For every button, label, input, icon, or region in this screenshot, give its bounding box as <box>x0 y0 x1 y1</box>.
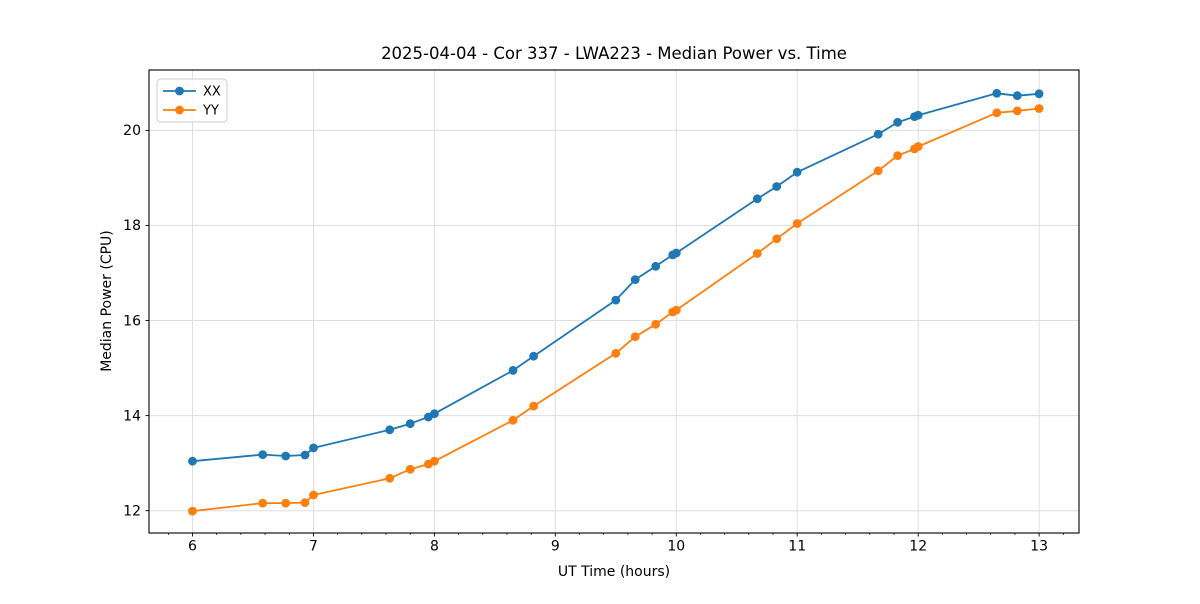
series-XX-marker <box>671 248 681 258</box>
series-XX-marker <box>752 194 762 204</box>
series-YY-marker <box>430 456 439 466</box>
series-XX-marker <box>405 419 415 429</box>
x-tick-label: 7 <box>309 539 318 555</box>
grid <box>149 70 1079 533</box>
series-YY <box>188 104 1044 516</box>
series-XX-marker <box>611 295 621 305</box>
series-XX-marker <box>508 366 518 375</box>
y-tick-label: 18 <box>123 218 141 234</box>
legend-entry-YY: YY <box>163 104 219 119</box>
chart-title: 2025-04-04 - Cor 337 - LWA223 - Median P… <box>381 44 847 63</box>
series-XX-marker <box>1012 91 1022 101</box>
x-tick-label: 6 <box>188 539 197 555</box>
series-XX-marker <box>630 275 640 284</box>
legend: XX YY <box>156 78 228 123</box>
series-XX-marker <box>430 409 439 419</box>
x-axis-label: UT Time (hours) <box>558 564 670 580</box>
series-YY-marker <box>258 498 268 508</box>
y-tick-label: 14 <box>123 408 141 424</box>
series-YY-marker <box>772 234 782 244</box>
series-YY-marker <box>385 473 395 483</box>
series-YY-marker <box>281 498 291 508</box>
legend-box <box>156 78 228 123</box>
y-tick-label: 16 <box>123 313 141 329</box>
series-XX-marker <box>258 450 268 459</box>
x-tick-label: 9 <box>551 539 560 555</box>
series-YY-marker <box>300 498 310 507</box>
series-YY-marker <box>873 166 883 176</box>
y-tick-label: 12 <box>123 504 141 520</box>
series-YY-marker <box>309 490 318 500</box>
series-YY-marker <box>508 415 518 425</box>
series-YY-marker <box>405 464 415 474</box>
series-YY-marker <box>913 142 923 151</box>
series-XX-marker <box>188 456 197 466</box>
series-XX-marker <box>281 451 291 461</box>
series <box>188 88 1044 516</box>
series-YY-marker <box>611 348 621 358</box>
legend-label: XX <box>203 85 221 100</box>
series-YY-marker <box>630 332 640 342</box>
series-XX-marker <box>913 110 923 120</box>
series-XX <box>188 88 1044 466</box>
legend-label: YY <box>202 104 219 119</box>
legend-entry-XX: XX <box>163 85 221 100</box>
legend-marker <box>175 86 184 96</box>
series-XX-marker <box>385 425 395 435</box>
series-XX-marker <box>893 117 902 127</box>
y-tick-label: 20 <box>123 123 141 139</box>
series-YY-marker <box>651 319 661 329</box>
series-YY-marker <box>1034 104 1044 113</box>
series-XX-marker <box>529 351 538 361</box>
y-axis-label: Median Power (CPU) <box>99 230 115 372</box>
series-YY-marker <box>188 506 197 516</box>
series-XX-marker <box>1034 89 1044 99</box>
series-XX-marker <box>772 182 782 191</box>
series-YY-marker <box>992 108 1002 118</box>
series-YY-marker <box>893 151 902 161</box>
plot-border <box>148 69 1080 534</box>
series-YY-marker <box>752 249 762 258</box>
series-YY-marker <box>792 219 802 228</box>
x-tick-label: 11 <box>788 539 806 555</box>
x-tick-label: 10 <box>667 539 685 555</box>
x-tick-label: 12 <box>909 539 927 555</box>
series-XX-marker <box>651 261 661 271</box>
x-tick-label: 13 <box>1030 539 1048 555</box>
series-YY-marker <box>1012 106 1022 116</box>
series-YY-marker <box>529 401 538 411</box>
legend-marker <box>175 105 184 115</box>
series-XX-marker <box>992 88 1002 98</box>
x-tick-label: 8 <box>430 539 439 555</box>
series-XX-marker <box>873 129 883 139</box>
series-YY-marker <box>671 305 681 315</box>
series-XX-marker <box>792 167 802 177</box>
series-XX-marker <box>309 443 318 453</box>
series-XX-marker <box>300 450 310 460</box>
